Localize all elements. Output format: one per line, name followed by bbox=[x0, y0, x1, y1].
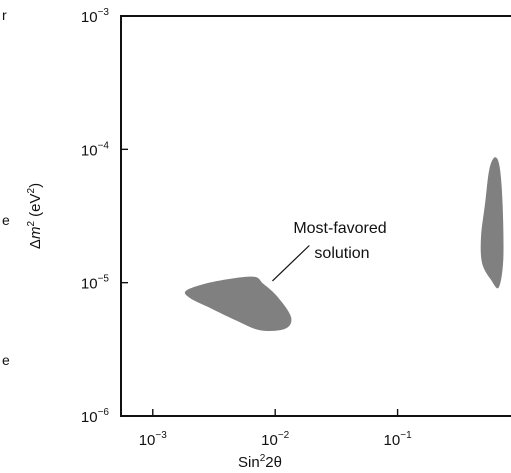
y-ticks: 10−3 10−4 10−5 10−6 bbox=[81, 7, 128, 426]
y-tick-label: 10−3 bbox=[81, 7, 110, 26]
y-tick-label: 10−6 bbox=[81, 407, 110, 426]
edge-mark: r bbox=[2, 7, 7, 23]
edge-mark: e bbox=[2, 212, 10, 228]
y-axis-label: Δm2 (eV2) bbox=[26, 183, 44, 249]
x-tick-label: 10−2 bbox=[261, 430, 290, 449]
solution-region-1 bbox=[184, 276, 292, 331]
annotation-group: Most-favored solution bbox=[272, 220, 387, 282]
plot-frame bbox=[120, 15, 511, 417]
solution-region-2 bbox=[480, 157, 504, 289]
regions-group bbox=[184, 157, 504, 331]
edge-mark: e bbox=[2, 352, 10, 368]
y-tick-label: 10−4 bbox=[81, 140, 110, 159]
x-tick-label: 10−3 bbox=[139, 430, 168, 449]
x-tick-label: 10−1 bbox=[384, 430, 413, 449]
annotation-text: Most-favored bbox=[293, 220, 386, 237]
x-axis-label: Sin22θ bbox=[238, 453, 282, 471]
annotation-pointer bbox=[272, 245, 310, 282]
annotation-text: solution bbox=[314, 245, 369, 262]
x-ticks: 10−3 10−2 10−1 bbox=[139, 409, 412, 449]
y-tick-label: 10−5 bbox=[81, 274, 110, 293]
